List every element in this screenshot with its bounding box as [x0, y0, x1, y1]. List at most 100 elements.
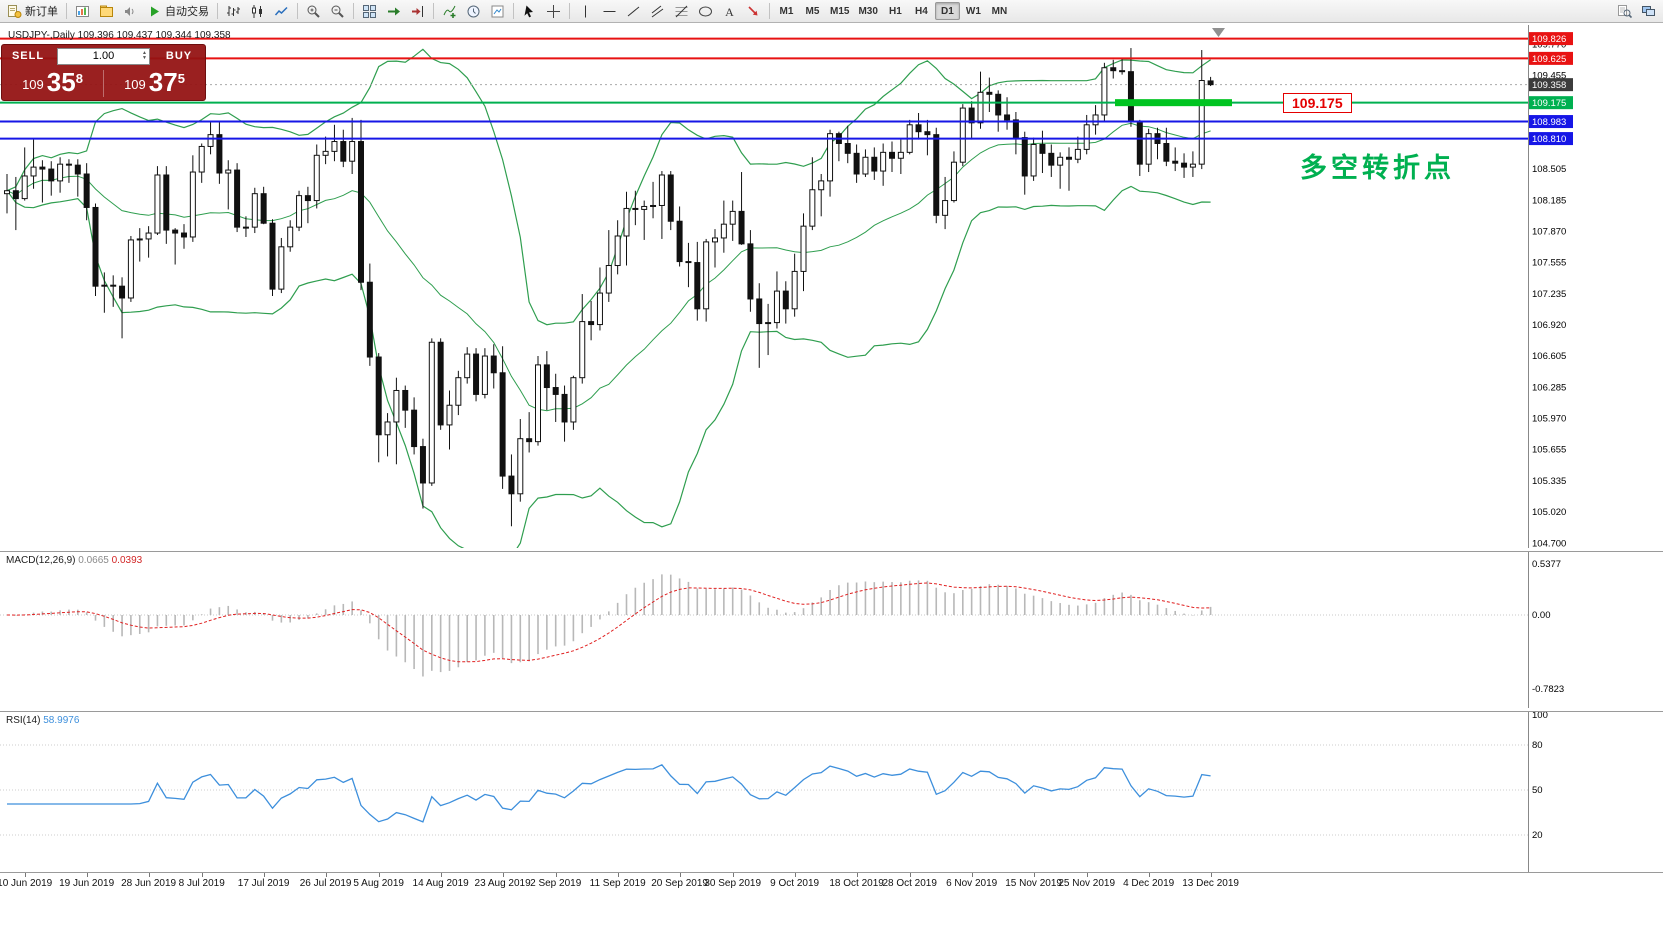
text-tool-button[interactable]: A [718, 2, 741, 21]
candle-body [446, 404, 453, 426]
main-price-chart[interactable]: 109.770 109.455 108.505 108.185 107.870 107.5… [0, 25, 1663, 548]
timeframe-d1-button[interactable]: D1 [934, 2, 960, 20]
bar-chart-button[interactable] [222, 2, 245, 21]
macd-signal-line [6, 582, 1211, 663]
candle-body [278, 246, 285, 290]
candle-body [490, 355, 497, 374]
support-zone-segment[interactable] [1115, 99, 1232, 107]
date-tick [732, 873, 734, 877]
date-tick [24, 873, 26, 877]
candlestick-button[interactable] [246, 2, 269, 21]
candle-body [225, 169, 232, 174]
sell-price-frac: 8 [75, 71, 83, 86]
timeframe-h4-button[interactable]: H4 [915, 5, 928, 17]
candle-body [57, 163, 64, 182]
candle-body [632, 207, 639, 210]
candle-body [322, 150, 329, 156]
date-tick [909, 873, 911, 877]
candle-body [101, 284, 108, 287]
horizontal-line-button[interactable] [598, 2, 621, 21]
price-tick-label: 106.285 [1532, 383, 1566, 394]
candle-body [765, 322, 772, 325]
profiles-button[interactable] [95, 2, 118, 21]
vertical-line-button[interactable] [574, 2, 597, 21]
volume-up-icon[interactable]: ▲ [142, 50, 147, 56]
toolbar-separator [353, 3, 354, 19]
timeframe-m5-button[interactable]: M5 [805, 5, 820, 17]
monitors-button[interactable] [1637, 2, 1660, 21]
periods-button[interactable] [462, 2, 485, 21]
auto-trading-icon [151, 6, 159, 16]
price-tag-label: 109.358 [1532, 80, 1566, 91]
candle-body [995, 93, 1002, 116]
new-chart-icon [76, 5, 89, 17]
indicators-button[interactable] [438, 2, 461, 21]
new-chart-button[interactable] [71, 2, 94, 21]
price-tick-label: 104.700 [1532, 539, 1566, 549]
buy-price[interactable]: 109 37 5 [104, 69, 205, 98]
candle-body [1092, 114, 1099, 126]
auto-scroll-icon [388, 7, 400, 15]
rsi-scale-label: 50 [1532, 785, 1543, 796]
cursor-button[interactable] [518, 2, 541, 21]
crosshair-button[interactable] [542, 2, 565, 21]
candle-body [579, 321, 586, 379]
search-button[interactable] [1613, 2, 1636, 21]
date-tick [555, 873, 557, 877]
candle-body [729, 210, 736, 225]
candle-body [791, 270, 798, 310]
chart-shift-marker-icon[interactable] [1212, 28, 1225, 37]
sell-price[interactable]: 109 35 8 [2, 69, 103, 98]
shapes-button[interactable] [694, 2, 717, 21]
trendline-button[interactable] [622, 2, 645, 21]
price-level-label[interactable]: 109.175 [1283, 93, 1352, 113]
candle-body [21, 175, 28, 200]
rsi-panel[interactable]: 100 80 50 20 [0, 711, 1663, 872]
date-label: 13 Dec 2019 [1182, 878, 1239, 889]
templates-button[interactable] [486, 2, 509, 21]
bollinger-middle-band [6, 122, 1211, 412]
date-tick [378, 873, 380, 877]
auto-trading-button[interactable]: 自动交易 [143, 2, 213, 21]
timeframe-m1-button[interactable]: M1 [779, 5, 794, 17]
date-tick [263, 873, 265, 877]
arrow-tool-button[interactable] [742, 2, 765, 21]
auto-scroll-button[interactable] [382, 2, 405, 21]
candle-body [1074, 148, 1081, 160]
volume-stepper[interactable]: 1.00 ▲ ▼ [57, 47, 150, 65]
buy-button[interactable]: BUY [165, 50, 193, 62]
timeframe-h1-button[interactable]: H1 [889, 5, 902, 17]
text-tool-icon: A [725, 5, 734, 19]
zoom-in-icon [307, 5, 320, 18]
line-chart-button[interactable] [270, 2, 293, 21]
sell-price-pips: 35 [46, 67, 76, 97]
candle-body [1021, 137, 1028, 177]
timeframe-m15-button[interactable]: M15 [830, 5, 850, 17]
price-tick-label: 108.505 [1532, 164, 1566, 175]
tile-windows-button[interactable] [358, 2, 381, 21]
candle-body [1004, 114, 1011, 121]
candle-body [605, 265, 612, 294]
timeframe-w1-button[interactable]: W1 [965, 5, 981, 17]
toolbar-separator [217, 3, 218, 19]
timeframe-mn-button[interactable]: MN [991, 5, 1008, 17]
candle-body [287, 226, 294, 248]
fibonacci-button[interactable] [670, 2, 693, 21]
channel-button[interactable] [646, 2, 669, 21]
zoom-out-button[interactable] [326, 2, 349, 21]
arrow-tool-icon [748, 5, 758, 15]
rsi-line [7, 763, 1211, 823]
rsi-indicator-label: RSI(14) 58.9976 [6, 715, 79, 726]
candle-body [986, 91, 993, 95]
chart-shift-button[interactable] [406, 2, 429, 21]
date-axis[interactable]: 10 Jun 2019 19 Jun 2019 28 Jun 2019 8 Jul 2… [0, 872, 1663, 945]
candle-body [782, 290, 789, 310]
zoom-in-button[interactable] [302, 2, 325, 21]
timeframe-m30-button[interactable]: M30 [858, 5, 878, 17]
macd-panel[interactable]: 0.5377 0.00 -0.7823 [0, 551, 1663, 708]
new-order-button[interactable]: 新订单 [3, 2, 62, 21]
alerts-button[interactable] [119, 2, 142, 21]
sell-button[interactable]: SELL [11, 50, 45, 62]
volume-down-icon[interactable]: ▼ [142, 55, 147, 61]
macd-scale-label: 0.00 [1532, 610, 1551, 621]
